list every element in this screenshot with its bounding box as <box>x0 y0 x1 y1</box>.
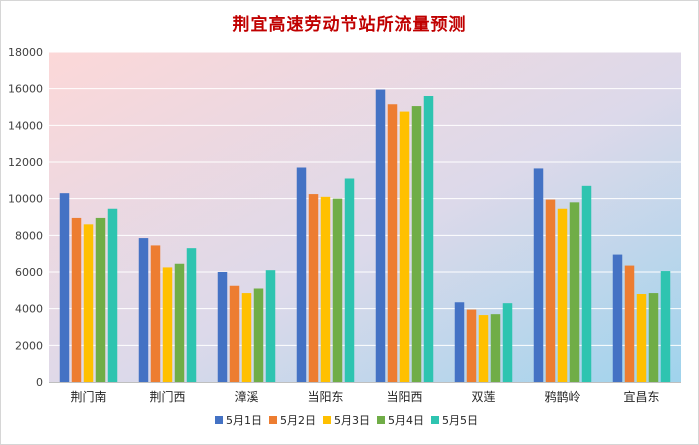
bar <box>217 272 228 382</box>
bar <box>478 315 489 382</box>
x-tick-label: 双莲 <box>471 390 495 404</box>
bar <box>138 238 149 382</box>
bar <box>624 265 635 382</box>
y-tick-label: 12000 <box>8 156 43 169</box>
bar <box>387 104 398 382</box>
y-tick-label: 18000 <box>8 46 43 59</box>
bar <box>423 96 434 382</box>
legend-label: 5月3日 <box>334 414 370 427</box>
bar <box>375 89 386 382</box>
bar <box>490 314 501 382</box>
legend-label: 5月1日 <box>226 414 262 427</box>
bar <box>296 167 307 382</box>
axes: 0 2000 4000 6000 8000 10000 12000 14000 16000 180… <box>8 46 681 404</box>
bar <box>454 302 465 382</box>
bar <box>466 309 477 382</box>
bar <box>344 178 355 382</box>
bar <box>612 254 623 382</box>
legend-swatch <box>323 416 331 424</box>
bar <box>320 196 331 382</box>
bar <box>502 303 513 382</box>
y-tick-label: 8000 <box>15 229 43 242</box>
bar <box>186 248 197 382</box>
bar <box>636 294 647 382</box>
bar <box>399 111 410 382</box>
bar <box>648 293 659 382</box>
bar <box>174 263 185 382</box>
legend-label: 5月5日 <box>442 414 478 427</box>
bar <box>150 245 161 382</box>
bar <box>229 285 240 382</box>
legend-swatch <box>269 416 277 424</box>
bars <box>59 89 671 382</box>
chart-title: 荆宜高速劳动节站所流量预测 <box>232 15 467 35</box>
y-tick-label: 4000 <box>15 303 43 316</box>
x-tick-label: 当阳东 <box>307 390 343 404</box>
bar <box>660 271 671 382</box>
x-tick-label: 荆门南 <box>70 389 106 404</box>
bar <box>411 106 422 382</box>
x-tick-label: 荆门西 <box>149 389 185 404</box>
bar <box>71 217 82 382</box>
bar <box>581 185 592 382</box>
bar <box>107 208 118 382</box>
y-tick-label: 16000 <box>8 83 43 96</box>
x-tick-label: 鸦鹊岭 <box>544 389 580 404</box>
x-tick-label: 宜昌东 <box>623 389 659 404</box>
x-tick-label: 当阳西 <box>386 390 422 404</box>
bar <box>569 202 580 382</box>
bar <box>557 208 568 382</box>
legend-swatch <box>431 416 439 424</box>
bar <box>241 293 252 382</box>
legend-label: 5月4日 <box>388 414 424 427</box>
bar <box>545 199 556 382</box>
bar <box>95 217 106 382</box>
bar <box>83 224 94 382</box>
legend: 5月1日 5月2日 5月3日 5月4日 5月5日 <box>215 414 478 427</box>
legend-label: 5月2日 <box>280 414 316 427</box>
legend-swatch <box>377 416 385 424</box>
y-tick-label: 14000 <box>8 119 43 132</box>
y-tick-label: 10000 <box>8 193 43 206</box>
bar <box>162 267 173 382</box>
bar <box>59 193 70 382</box>
bar <box>533 168 544 382</box>
bar <box>332 198 343 382</box>
y-tick-label: 6000 <box>15 266 43 279</box>
y-tick-label: 0 <box>36 376 43 389</box>
bar <box>265 270 276 382</box>
legend-swatch <box>215 416 223 424</box>
x-tick-label: 漳溪 <box>234 389 258 404</box>
y-tick-label: 2000 <box>15 339 43 352</box>
bar <box>253 288 264 382</box>
bar <box>308 194 319 382</box>
